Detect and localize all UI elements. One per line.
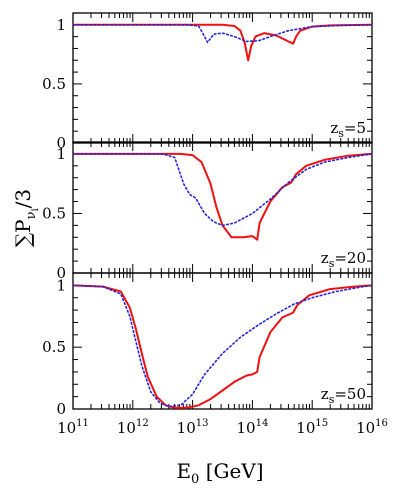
y-tick-label: 0.5	[42, 338, 66, 356]
panel-frame	[72, 12, 373, 144]
panel-label: zs=50	[321, 385, 366, 406]
x-axis-title-unit: [GeV]	[206, 459, 264, 483]
panel-3: 0 0.5 1 zs=50	[42, 272, 373, 418]
x-axis-title: E0 [GeV]	[176, 459, 263, 487]
x-tick-label: 1016	[356, 418, 388, 437]
x-tick-label: 1015	[296, 418, 328, 437]
series-solid-line	[73, 152, 373, 241]
x-axis-title-sub: 0	[191, 472, 199, 487]
x-tick-label: 1011	[57, 418, 89, 437]
series-dotted-line	[72, 284, 373, 408]
y-tick-label: 1	[56, 16, 66, 34]
series-dotted-line	[72, 153, 373, 227]
y-axis-title-sub: ν	[24, 211, 39, 219]
panel-2: 0 0.5 1 zs=20	[42, 141, 373, 282]
y-tick-label: 0	[56, 400, 66, 418]
y-axis-title-subsub: i	[30, 208, 41, 211]
panel-label: zs=20	[321, 249, 366, 270]
x-tick-label: 1014	[236, 418, 268, 437]
y-tick-label: 1	[56, 276, 66, 294]
x-tick-label: 1013	[177, 418, 209, 437]
series-dotted-line	[72, 24, 373, 44]
y-tick-label: 0.5	[42, 204, 66, 222]
panel-label: zs=5	[330, 119, 366, 140]
y-tick-label: 0.5	[42, 75, 66, 93]
series-solid-line	[73, 23, 373, 62]
panel-frame	[72, 272, 373, 410]
y-tick-label: 1	[56, 145, 66, 163]
y-tick-label: 0	[56, 134, 66, 152]
y-tick-label: 0	[56, 264, 66, 282]
x-tick-labels: 1011 1012 1013 1014 1015 1016	[57, 418, 388, 437]
y-axis-title: ∑Pνi/3	[11, 189, 41, 247]
series-solid-line	[72, 284, 373, 409]
x-tick-label: 1012	[117, 418, 149, 437]
y-axis-title-tail: /3	[11, 189, 35, 208]
panel-1: 0 0.5 1 zs=5	[42, 12, 373, 152]
